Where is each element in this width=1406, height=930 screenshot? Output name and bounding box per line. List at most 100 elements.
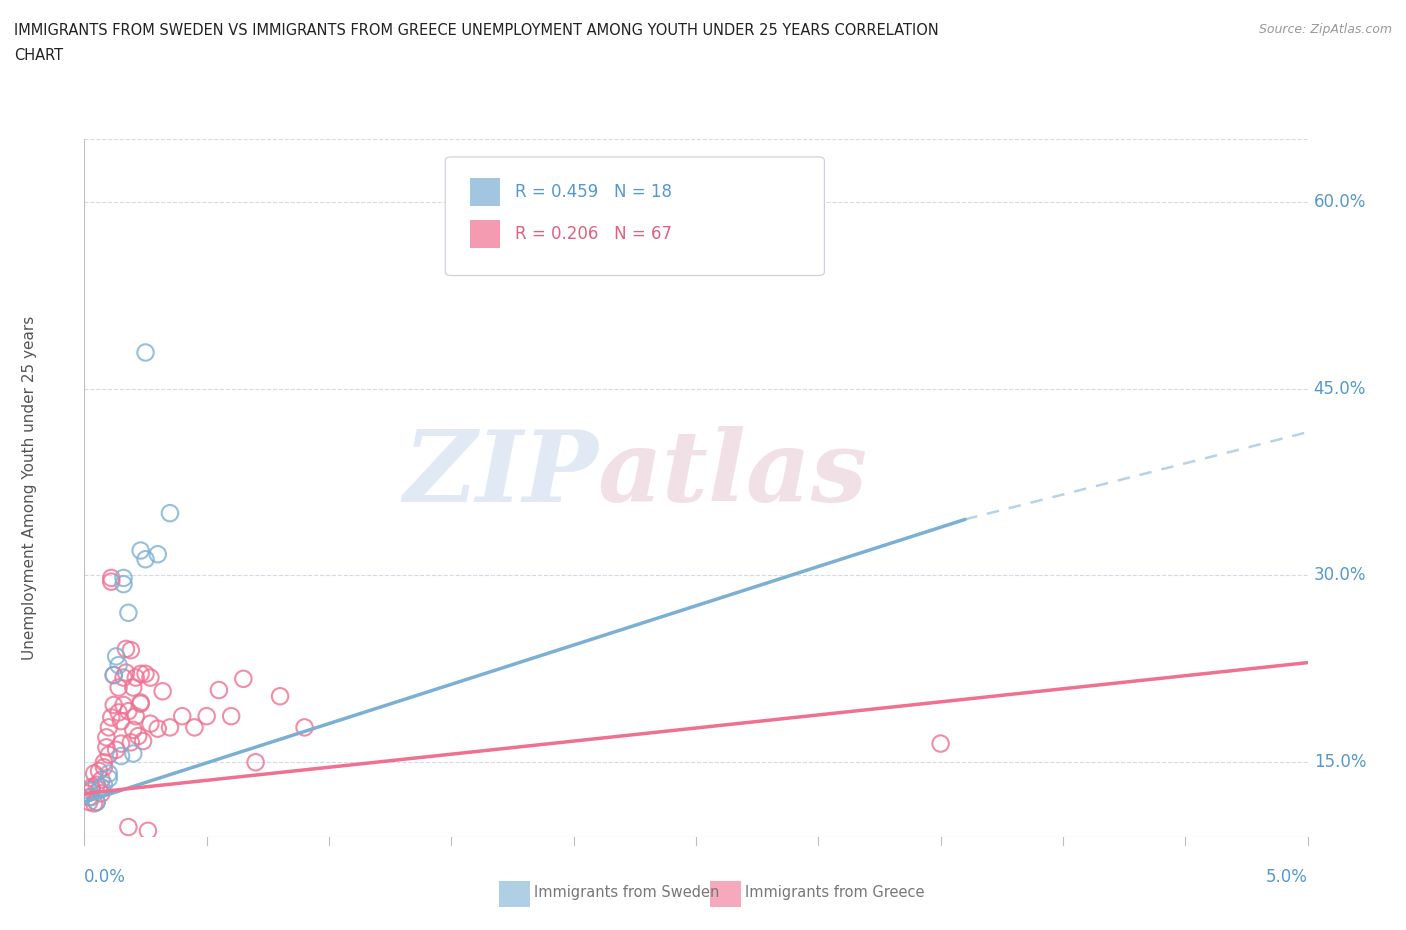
Point — [87, 764, 110, 778]
Point — [80, 779, 103, 794]
Point — [86, 794, 108, 809]
Point — [195, 709, 218, 724]
Point — [86, 777, 108, 792]
Text: 0.0%: 0.0% — [84, 869, 127, 886]
Point — [77, 790, 100, 804]
FancyBboxPatch shape — [446, 157, 824, 275]
Point — [105, 840, 128, 855]
Point — [152, 684, 174, 698]
Point — [120, 643, 142, 658]
Point — [105, 649, 128, 664]
Point — [80, 790, 103, 804]
Point — [129, 543, 152, 558]
Point — [97, 766, 120, 781]
Point — [120, 735, 142, 750]
Text: Source: ZipAtlas.com: Source: ZipAtlas.com — [1258, 23, 1392, 36]
Point — [146, 547, 169, 562]
Point — [127, 729, 149, 744]
FancyBboxPatch shape — [470, 219, 501, 247]
Point — [93, 760, 115, 775]
Point — [112, 570, 135, 585]
Point — [135, 345, 157, 360]
Point — [90, 779, 112, 794]
Point — [122, 723, 145, 737]
Text: 45.0%: 45.0% — [1313, 379, 1367, 398]
Point — [76, 786, 98, 801]
Text: Immigrants from Greece: Immigrants from Greece — [745, 885, 925, 900]
Point — [183, 720, 205, 735]
Point — [208, 683, 231, 698]
Text: 5.0%: 5.0% — [1265, 869, 1308, 886]
Point — [117, 605, 139, 620]
Point — [929, 737, 952, 751]
Point — [107, 705, 129, 720]
Point — [83, 796, 105, 811]
Point — [115, 665, 138, 680]
Point — [107, 680, 129, 695]
Point — [80, 782, 103, 797]
Text: CHART: CHART — [14, 48, 63, 63]
Point — [93, 777, 115, 792]
Point — [97, 720, 120, 735]
Point — [132, 734, 155, 749]
Point — [87, 782, 110, 797]
Point — [172, 709, 194, 724]
Point — [90, 772, 112, 787]
Point — [77, 794, 100, 809]
Point — [100, 710, 122, 724]
Point — [110, 737, 132, 751]
Point — [129, 695, 152, 710]
Point — [139, 716, 162, 731]
Point — [115, 642, 138, 657]
Point — [96, 730, 118, 745]
Point — [125, 709, 148, 724]
Point — [159, 720, 181, 735]
Point — [117, 704, 139, 719]
Text: R = 0.459   N = 18: R = 0.459 N = 18 — [515, 183, 672, 201]
Point — [122, 680, 145, 695]
Point — [110, 713, 132, 728]
Point — [110, 749, 132, 764]
Point — [146, 721, 169, 736]
Text: Unemployment Among Youth under 25 years: Unemployment Among Youth under 25 years — [22, 316, 37, 660]
Text: Immigrants from Sweden: Immigrants from Sweden — [534, 885, 720, 900]
Text: R = 0.206   N = 67: R = 0.206 N = 67 — [515, 225, 672, 243]
Point — [129, 697, 152, 711]
Point — [112, 698, 135, 712]
Text: 60.0%: 60.0% — [1313, 193, 1367, 211]
Point — [86, 794, 108, 809]
Point — [139, 671, 162, 685]
Point — [294, 720, 316, 735]
Point — [117, 819, 139, 834]
Point — [135, 667, 157, 682]
Point — [112, 671, 135, 685]
Text: atlas: atlas — [598, 426, 868, 523]
Point — [232, 671, 254, 686]
Point — [103, 668, 125, 683]
Point — [129, 667, 152, 682]
Point — [122, 746, 145, 761]
Point — [132, 857, 155, 871]
Point — [125, 671, 148, 685]
Text: 30.0%: 30.0% — [1313, 566, 1367, 584]
Point — [136, 863, 159, 878]
Point — [219, 709, 242, 724]
Point — [269, 689, 291, 704]
Point — [100, 570, 122, 585]
Point — [77, 783, 100, 798]
Point — [90, 786, 112, 801]
Point — [100, 574, 122, 589]
Point — [159, 506, 181, 521]
Point — [105, 742, 128, 757]
Text: 15.0%: 15.0% — [1313, 753, 1367, 771]
Point — [103, 668, 125, 683]
Point — [96, 740, 118, 755]
Point — [245, 755, 267, 770]
Point — [127, 840, 149, 855]
Text: IMMIGRANTS FROM SWEDEN VS IMMIGRANTS FROM GREECE UNEMPLOYMENT AMONG YOUTH UNDER : IMMIGRANTS FROM SWEDEN VS IMMIGRANTS FRO… — [14, 23, 939, 38]
FancyBboxPatch shape — [470, 178, 501, 206]
Point — [97, 771, 120, 786]
Point — [97, 748, 120, 763]
Text: ZIP: ZIP — [404, 426, 598, 523]
Point — [135, 551, 157, 566]
